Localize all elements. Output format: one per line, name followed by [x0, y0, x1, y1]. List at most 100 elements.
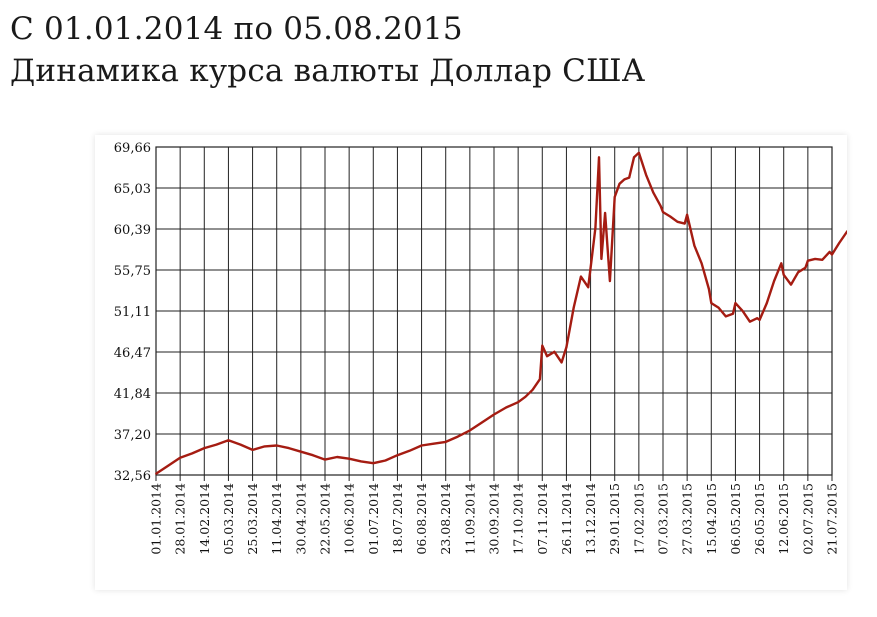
data-point	[604, 212, 606, 214]
data-point	[683, 222, 686, 225]
data-point	[749, 320, 751, 323]
data-point	[275, 444, 278, 447]
data-point	[227, 439, 230, 442]
x-tick-label: 17.02.2015	[631, 483, 646, 555]
data-point	[565, 346, 568, 349]
header: С 01.01.2014 по 05.08.2015 Динамика курс…	[10, 8, 645, 92]
data-point	[432, 442, 435, 445]
data-point	[251, 449, 254, 451]
data-point	[804, 266, 807, 269]
data-point	[613, 196, 616, 198]
data-point	[493, 413, 495, 416]
data-point	[756, 317, 759, 320]
data-point	[384, 459, 387, 462]
data-point	[505, 406, 507, 409]
y-tick-label: 55,75	[114, 264, 151, 279]
data-point	[686, 213, 688, 216]
x-tick-label: 27.03.2015	[680, 483, 695, 555]
x-tick-label: 13.12.2014	[583, 483, 598, 555]
data-point	[539, 378, 541, 381]
data-point	[724, 315, 727, 318]
y-tick-label: 65,03	[114, 182, 151, 197]
data-point	[693, 244, 696, 247]
y-tick-label: 46,47	[114, 346, 151, 361]
data-point	[444, 441, 447, 443]
y-tick-label: 51,11	[114, 305, 151, 320]
x-tick-label: 23.08.2014	[438, 483, 453, 555]
data-point	[215, 443, 218, 446]
data-point	[360, 460, 363, 463]
x-tick-label: 07.03.2015	[656, 483, 671, 555]
data-point	[531, 388, 534, 391]
data-point	[838, 242, 841, 244]
data-point	[623, 178, 626, 181]
data-point	[420, 444, 423, 447]
y-tick-label: 41,84	[114, 387, 151, 402]
data-point	[580, 275, 582, 278]
date-range-title: С 01.01.2014 по 05.08.2015	[10, 11, 463, 47]
data-point	[312, 454, 314, 457]
data-point	[662, 211, 664, 213]
data-point	[179, 456, 181, 459]
data-point	[456, 435, 459, 438]
x-tick-label: 10.06.2014	[342, 483, 357, 555]
data-point	[708, 288, 710, 290]
data-point	[167, 464, 169, 467]
x-tick-label: 30.09.2014	[487, 483, 502, 555]
usd-rate-line	[155, 151, 847, 475]
data-point	[717, 306, 720, 309]
data-point	[517, 401, 519, 404]
y-tick-label: 69,66	[114, 141, 151, 156]
data-point	[572, 306, 575, 309]
data-point	[633, 156, 635, 159]
data-point	[239, 443, 242, 446]
data-point	[700, 262, 703, 265]
x-tick-label: 06.08.2014	[414, 483, 429, 555]
data-point	[600, 258, 603, 260]
data-point	[553, 350, 556, 353]
data-point	[734, 302, 737, 304]
data-point	[336, 456, 338, 458]
data-point	[821, 258, 824, 261]
data-point	[481, 421, 483, 424]
x-tick-label: 02.07.2015	[800, 483, 815, 555]
x-tick-label: 11.04.2014	[269, 483, 284, 555]
data-point	[203, 447, 206, 449]
data-point	[790, 283, 792, 286]
chart-title: Динамика курса валюты Доллар США	[10, 53, 646, 89]
data-point	[300, 450, 302, 453]
x-tick-label: 17.10.2014	[511, 483, 526, 555]
data-point	[598, 156, 600, 159]
data-point	[741, 310, 744, 312]
data-point	[814, 258, 816, 260]
x-tick-label: 12.06.2015	[776, 483, 791, 555]
x-tick-label: 30.04.2014	[293, 483, 308, 555]
data-point	[589, 266, 592, 269]
data-point	[765, 302, 768, 304]
data-point	[191, 452, 194, 455]
x-tick-label: 26.11.2014	[559, 483, 574, 555]
x-tick-label: 18.07.2014	[390, 483, 405, 555]
x-tick-label: 21.07.2015	[825, 483, 840, 555]
data-point	[587, 286, 590, 289]
data-point	[669, 215, 672, 218]
x-tick-label: 25.03.2014	[245, 483, 260, 555]
exchange-rate-chart: 32,56 37,20 41,84 46,47 51,11 55,75 60,39 65,03…	[114, 141, 847, 555]
data-point	[828, 251, 831, 253]
data-point	[676, 220, 679, 223]
data-point	[372, 462, 375, 465]
data-point	[732, 312, 734, 315]
data-point	[807, 259, 809, 262]
data-point	[618, 182, 621, 185]
data-point	[782, 273, 785, 276]
data-point	[594, 227, 597, 229]
x-tick-label: 06.05.2015	[728, 483, 743, 555]
data-point	[524, 395, 527, 398]
data-point	[609, 280, 611, 282]
data-point	[546, 355, 548, 358]
x-tick-label: 15.04.2015	[704, 483, 719, 555]
y-tick-label: 32,56	[114, 469, 151, 484]
data-point	[797, 271, 800, 274]
data-point	[638, 151, 640, 154]
y-tick-label: 60,39	[114, 223, 151, 238]
